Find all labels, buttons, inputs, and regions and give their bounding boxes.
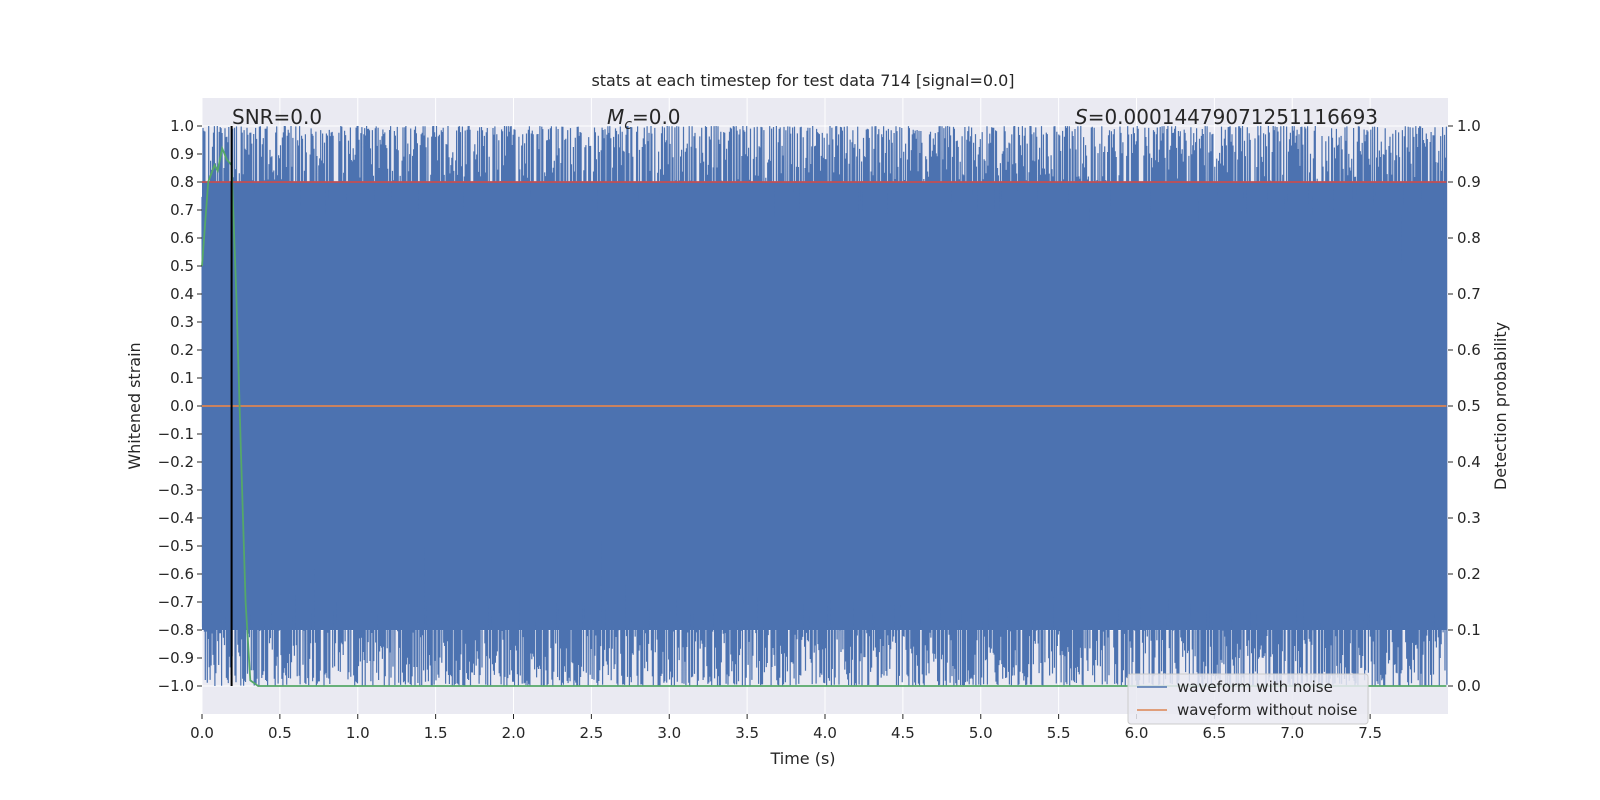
y-left-tick-label: 0.7 — [170, 201, 194, 219]
mc-value: =0.0 — [632, 105, 681, 129]
y-right-tick-label: 0.9 — [1457, 173, 1481, 191]
y-right-tick-label: 0.0 — [1457, 677, 1481, 695]
detection-probability-line — [201, 145, 1447, 687]
x-tick-label: 3.5 — [735, 724, 759, 742]
x-tick-label: 1.5 — [424, 724, 448, 742]
y-left-tick-label: 0.9 — [170, 145, 194, 163]
s-annotation: S=0.00014479071251116693 — [1075, 105, 1378, 129]
x-tick-label: 2.0 — [502, 724, 526, 742]
y-left-tick-label: 0.8 — [170, 173, 194, 191]
s-value: =0.00014479071251116693 — [1088, 105, 1378, 129]
x-axis-label: Time (s) — [769, 749, 835, 768]
y-left-tick-label: −1.0 — [158, 677, 194, 695]
y-right-tick-label: 0.3 — [1457, 509, 1481, 527]
x-tick-label: 0.5 — [268, 724, 292, 742]
y-right-tick-label: 0.8 — [1457, 229, 1481, 247]
x-tick-label: 5.5 — [1047, 724, 1071, 742]
y-left-tick-label: 0.0 — [170, 397, 194, 415]
y-right-tick-label: 0.7 — [1457, 285, 1481, 303]
mc-symbol: M — [607, 105, 624, 129]
y-left-tick-label: 0.6 — [170, 229, 194, 247]
chart-title: stats at each timestep for test data 714… — [591, 71, 1014, 90]
x-tick-label: 5.0 — [969, 724, 993, 742]
y-left-tick-label: −0.6 — [158, 565, 194, 583]
y-left-tick-label: −0.2 — [158, 453, 194, 471]
line-series — [201, 126, 1447, 687]
snr-annotation: SNR=0.0 — [232, 105, 322, 129]
legend-box — [1127, 673, 1369, 725]
noise-waveform — [201, 125, 1448, 687]
y-left-tick-label: −0.8 — [158, 621, 194, 639]
y-left-tick-label: 0.1 — [170, 369, 194, 387]
y-right-tick-label: 0.6 — [1457, 341, 1481, 359]
y-left-tick-label: −0.7 — [158, 593, 194, 611]
y-left-tick-label: −0.4 — [158, 509, 194, 527]
s-symbol: S — [1075, 105, 1088, 129]
y-left-tick-label: 0.3 — [170, 313, 194, 331]
x-tick-label: 6.0 — [1125, 724, 1149, 742]
y-right-tick-label: 0.2 — [1457, 565, 1481, 583]
y-right-tick-label: 1.0 — [1457, 117, 1481, 135]
y-left-axis-ticks: 1.0 0.9 0.8 0.7 0.6 0.5 0.4 0.3 0.2 0.1 0.0 −0.1 −0.… — [158, 117, 202, 695]
x-tick-label: 7.5 — [1358, 724, 1382, 742]
y-left-tick-label: 0.5 — [170, 257, 194, 275]
y-right-axis-label: Detection probability — [1491, 322, 1510, 490]
x-tick-label: 2.5 — [579, 724, 603, 742]
y-left-tick-label: 1.0 — [170, 117, 194, 135]
y-right-tick-label: 0.5 — [1457, 397, 1481, 415]
x-tick-label: 4.5 — [891, 724, 915, 742]
y-right-axis-ticks: 1.0 0.9 0.8 0.7 0.6 0.5 0.4 0.3 0.2 0.1 0.0 — [1448, 117, 1481, 695]
y-left-axis-label: Whitened strain — [125, 342, 144, 469]
y-right-tick-label: 0.4 — [1457, 453, 1481, 471]
y-right-tick-label: 0.1 — [1457, 621, 1481, 639]
y-left-tick-label: −0.9 — [158, 649, 194, 667]
mc-subscript: c — [624, 117, 632, 133]
x-tick-label: 3.0 — [657, 724, 681, 742]
x-axis-ticks: 0.0 0.5 1.0 1.5 2.0 2.5 3.0 3.5 4.0 4.5 5.0 5.5 6.0 6… — [190, 714, 1382, 742]
y-left-tick-label: −0.3 — [158, 481, 194, 499]
y-left-tick-label: −0.5 — [158, 537, 194, 555]
y-left-tick-label: 0.2 — [170, 341, 194, 359]
legend-label-clean: waveform without noise — [1177, 701, 1357, 719]
mc-annotation: Mc=0.0 — [607, 105, 681, 133]
y-left-tick-label: −0.1 — [158, 425, 194, 443]
x-tick-label: 1.0 — [346, 724, 370, 742]
x-tick-label: 4.0 — [813, 724, 837, 742]
legend: waveform with noise waveform without noi… — [1127, 673, 1369, 725]
x-tick-label: 6.5 — [1202, 724, 1226, 742]
x-tick-label: 7.0 — [1280, 724, 1304, 742]
legend-label-noise: waveform with noise — [1177, 678, 1333, 696]
x-tick-label: 0.0 — [190, 724, 214, 742]
y-left-tick-label: 0.4 — [170, 285, 194, 303]
